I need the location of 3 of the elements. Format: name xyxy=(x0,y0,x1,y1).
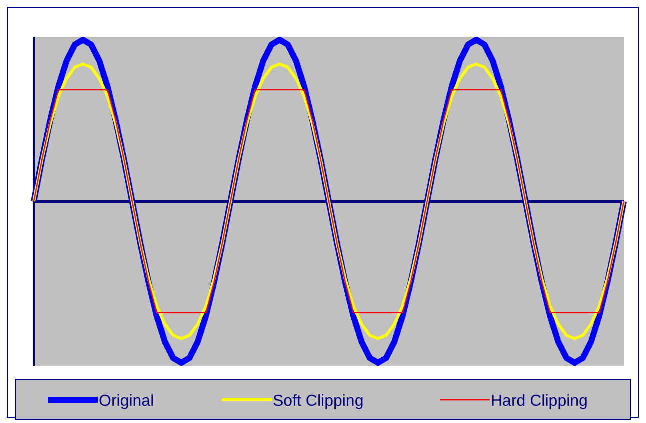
legend-label: Original xyxy=(99,393,154,410)
legend-label: Hard Clipping xyxy=(491,393,588,410)
legend-label: Soft Clipping xyxy=(273,393,364,410)
